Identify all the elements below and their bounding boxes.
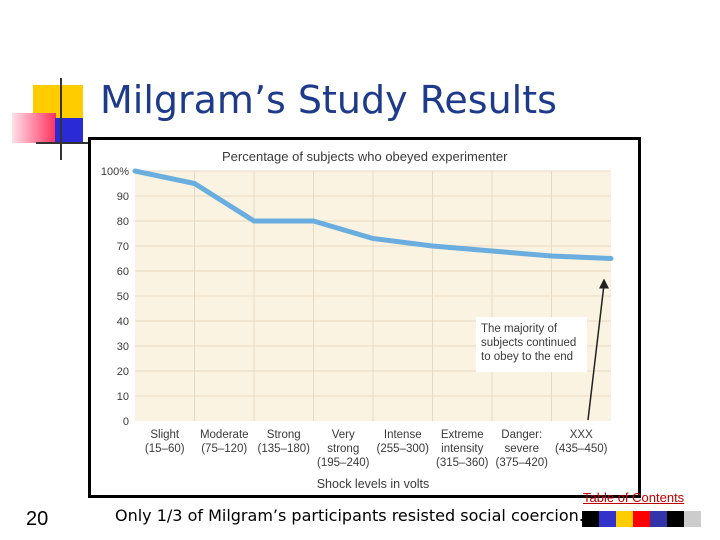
x-tick-label: (135–180) (258, 443, 311, 455)
chart-title: Percentage of subjects who obeyed experi… (222, 149, 508, 164)
y-tick-label: 40 (117, 316, 129, 328)
color-strip-block (616, 511, 633, 527)
y-tick-label: 80 (117, 216, 129, 228)
x-axis-label: Shock levels in volts (317, 477, 430, 491)
x-tick-label: (195–240) (317, 457, 370, 469)
y-tick-label: 70 (117, 241, 129, 253)
annotation-text: subjects continued (481, 337, 576, 349)
x-tick-label: (15–60) (145, 443, 185, 455)
y-tick-label: 50 (117, 291, 129, 303)
deco-red-square (12, 113, 56, 143)
x-tick-label: (435–450) (555, 443, 608, 455)
color-strip-block (599, 511, 616, 527)
color-strip-block (582, 511, 599, 527)
x-tick-label: (315–360) (436, 457, 489, 469)
slide-caption: Only 1/3 of Milgram’s participants resis… (115, 506, 584, 525)
series-line-obedience (132, 168, 614, 261)
x-tick-label: strong (327, 443, 359, 455)
x-tick-label: (75–120) (201, 443, 247, 455)
color-strip-block (650, 511, 667, 527)
slide-title: Milgram’s Study Results (100, 78, 557, 122)
obedience-chart: Percentage of subjects who obeyed experi… (101, 149, 614, 491)
x-tick-label: Slight (150, 429, 180, 441)
annotation-box (476, 317, 587, 372)
x-tick-label: Extreme (441, 429, 484, 441)
x-tick-label: (375–420) (496, 457, 549, 469)
x-tick-label: XXX (570, 429, 593, 441)
x-tick-label: (255–300) (377, 443, 430, 455)
x-tick-label: Strong (267, 429, 301, 441)
color-strip (582, 511, 701, 527)
y-tick-label: 60 (117, 266, 129, 278)
x-tick-label: intensity (441, 443, 483, 455)
slide-number: 20 (26, 508, 49, 530)
chart-frame: Percentage of subjects who obeyed experi… (88, 137, 641, 498)
x-tick-label: severe (504, 443, 539, 455)
annotation-arrow-line (587, 284, 605, 421)
y-tick-label: 10 (117, 391, 129, 403)
x-tick-label: Intense (384, 429, 422, 441)
deco-blue-square (55, 118, 83, 144)
annotation-text: to obey to the end (481, 351, 573, 363)
deco-vertical-line (60, 78, 62, 160)
color-strip-block (667, 511, 684, 527)
x-tick-label: Danger: (501, 429, 542, 441)
y-tick-label: 100% (101, 166, 129, 178)
deco-horizontal-line (36, 142, 98, 144)
y-tick-label: 30 (117, 341, 129, 353)
y-tick-label: 0 (123, 416, 129, 428)
annotation-arrow-head (599, 278, 609, 289)
y-tick-label: 20 (117, 366, 129, 378)
table-of-contents-link[interactable]: Table of Contents (583, 490, 685, 505)
x-tick-label: Very (332, 429, 355, 441)
y-tick-label: 90 (117, 191, 129, 203)
color-strip-block (633, 511, 650, 527)
color-strip-block (684, 511, 701, 527)
annotation-text: The majority of (481, 323, 558, 335)
x-tick-label: Moderate (200, 429, 249, 441)
